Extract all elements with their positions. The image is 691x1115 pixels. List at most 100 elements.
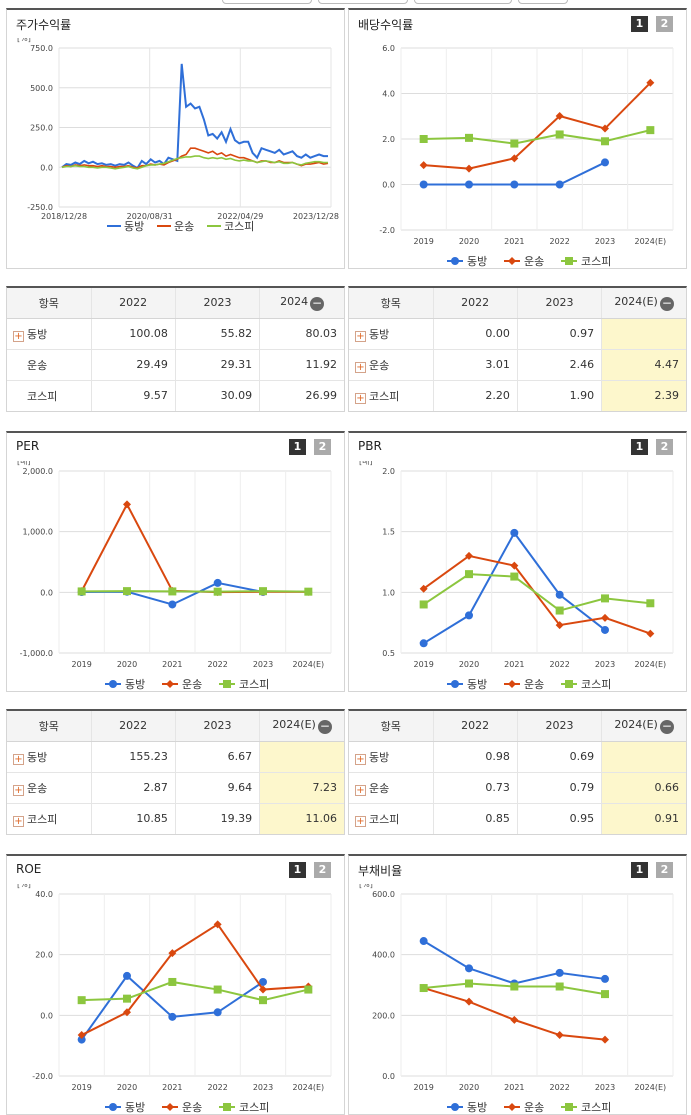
row-label: +코스피 [349,380,433,411]
top-tab-button[interactable] [518,0,568,4]
legend-label: 운송 [524,1101,544,1114]
expand-plus-icon[interactable]: + [13,815,24,827]
y-axis-unit: [%] [17,38,31,43]
expand-plus-icon[interactable]: + [355,753,366,765]
top-tab-button[interactable] [318,0,408,4]
row-label: + 동방 [7,741,91,773]
series-line [423,987,606,1041]
table-row: + 코스피 2.20 1.90 2.39 [349,380,686,411]
page-1-button[interactable]: 1 [631,439,648,455]
expand-plus-icon[interactable]: + [355,784,366,796]
row-label: +운송 [349,349,433,381]
x-tick-label: 2019 [71,1083,91,1092]
x-tick-label: 2021 [162,1083,182,1092]
column-header: 항목 [349,288,433,319]
x-tick-label: 2024(E) [635,660,667,669]
series-line [81,980,309,1002]
table-row: + 동방 155.23 6.67 [7,741,344,773]
table-row: + 운송 2.87 9.64 7.23 [7,772,344,804]
collapse-icon[interactable]: − [659,718,674,734]
data-point [419,984,428,993]
page-2-button[interactable]: 2 [314,439,331,455]
table-cell: 55.82 [174,318,260,350]
series-line-unsong [61,147,329,169]
page-1-button[interactable]: 1 [289,439,306,455]
table-row: + 운송 3.01 2.46 4.47 [349,349,686,381]
legend-label: 운송 [182,1101,202,1114]
expand-plus-icon[interactable]: + [13,784,24,796]
expand-plus-icon[interactable]: + [13,330,24,342]
page-2-button[interactable]: 2 [656,439,673,455]
expand-plus-icon[interactable]: + [13,753,24,765]
series-line [81,922,309,1036]
column-header: 항목 [349,711,433,742]
column-header: 2022 [432,711,518,742]
expand-plus-icon[interactable]: + [355,330,366,342]
table-cell: 0.66 [601,772,686,804]
data-point [77,1035,86,1044]
x-tick-label: 2020 [117,1083,137,1092]
column-header: 항목 [7,288,91,319]
y-tick-label: 400.0 [372,951,395,960]
collapse-icon[interactable]: − [659,295,674,311]
data-point [451,1103,459,1111]
data-point [465,133,473,142]
collapse-icon[interactable]: − [310,295,325,311]
page-1-button[interactable]: 1 [289,862,306,878]
page-2-button[interactable]: 2 [656,862,673,878]
top-tab-button[interactable] [222,0,312,4]
page-1-button[interactable]: 1 [631,16,648,32]
panel-title: 배당수익률 [358,18,414,32]
legend-label: 동방 [467,255,487,268]
table-row: + 코스피 10.85 19.39 11.06 [7,803,344,834]
row-name: 운송 [27,781,48,795]
data-point [510,572,519,581]
series-unsong [419,78,655,173]
data-point [123,971,131,980]
page-2-button[interactable]: 2 [656,16,673,32]
column-header: 2024(E) − [259,711,344,742]
y-tick-label: 250.0 [30,124,53,133]
page-2-button[interactable]: 2 [314,862,331,878]
series-line [423,129,651,145]
x-tick-label: 2023 [253,660,273,669]
expand-plus-icon[interactable]: + [355,815,366,827]
legend-label: 코스피 [581,678,611,691]
data-point [555,606,564,615]
data-point [510,1015,519,1024]
data-point [419,639,428,648]
data-point [555,621,564,630]
legend-label: 동방 [467,678,487,691]
data-point [510,528,519,537]
row-name: 운송 [369,358,390,372]
collapse-icon[interactable]: − [317,718,332,734]
x-tick-label: 2022 [207,1083,227,1092]
expand-plus-icon[interactable]: + [355,392,366,404]
data-point [601,158,609,167]
table-cell: 10.85 [90,803,176,834]
y-tick-label: 20.0 [35,951,53,960]
data-point [166,680,174,688]
data-point [123,587,131,596]
column-header: 2022 [90,711,176,742]
y-tick-label: 500.0 [30,84,53,93]
series-kospi [419,570,655,615]
row-name: 동방 [369,750,390,764]
table-cell: 0.85 [432,803,518,834]
x-tick-label: 2023 [595,237,615,246]
panel-title: ROE [16,862,42,876]
row-name: 동방 [27,750,48,764]
chart-legend: 동방 운송 코스피 [447,1101,611,1114]
data-point [451,257,459,265]
page-1-button[interactable]: 1 [631,862,648,878]
y-tick-label: 2.0 [382,467,395,476]
x-tick-label: 2024(E) [635,237,667,246]
table-cell: 0.91 [601,803,686,834]
table-cell: 6.67 [174,741,260,773]
data-point [465,164,473,173]
expand-plus-icon[interactable]: + [355,361,366,373]
row-name: 코스피 [27,389,58,403]
data-point [213,1008,222,1017]
y-tick-label: 600.0 [372,890,395,899]
top-tab-button[interactable] [414,0,512,4]
